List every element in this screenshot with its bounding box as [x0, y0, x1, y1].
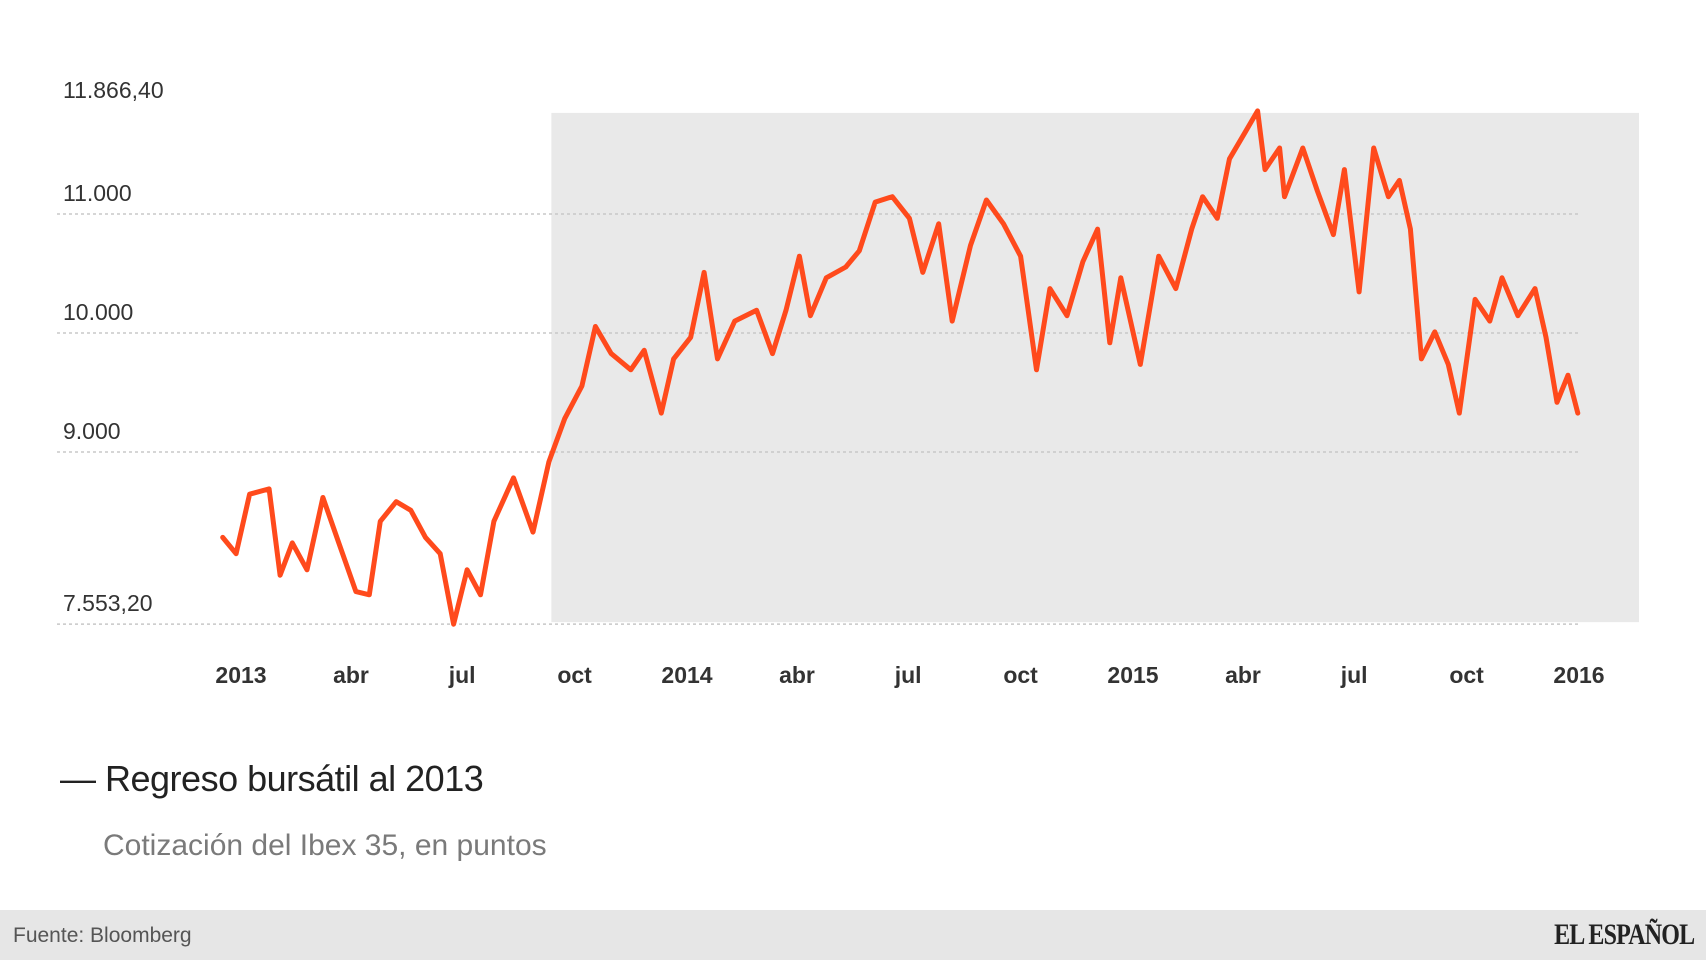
- x-tick-label: abr: [779, 662, 815, 688]
- chart-title: — Regreso bursátil al 2013: [60, 758, 484, 800]
- x-tick-label: oct: [1003, 662, 1038, 688]
- y-tick-label: 9.000: [63, 418, 121, 444]
- series-line: [220, 108, 1581, 627]
- x-tick-label: jul: [1340, 662, 1368, 688]
- y-tick-label: 7.553,20: [63, 590, 153, 616]
- x-tick-label: 2016: [1553, 662, 1604, 688]
- y-tick-label: 11.000: [63, 180, 132, 206]
- x-axis-labels: 2013 abr jul oct 2014 abr jul oct 2015 abr jul oct 2…: [215, 662, 1604, 688]
- ibex-line-chart: 11.866,40 11.000 10.000 9.000 7.553,20 2013 a…: [57, 77, 1639, 688]
- x-tick-label: 2014: [661, 662, 712, 688]
- highlight-band: [551, 112, 1639, 623]
- x-tick-label: oct: [557, 662, 592, 688]
- x-tick-label: oct: [1449, 662, 1484, 688]
- x-tick-label: jul: [894, 662, 922, 688]
- title-dash: —: [60, 758, 96, 799]
- y-axis-labels: 11.866,40 11.000 10.000 9.000 7.553,20: [63, 77, 164, 616]
- chart-subtitle: Cotización del Ibex 35, en puntos: [103, 829, 547, 862]
- x-tick-label: abr: [1225, 662, 1261, 688]
- el-espanol-logo: EL ESPAÑOL: [1553, 918, 1695, 951]
- x-tick-label: 2015: [1107, 662, 1158, 688]
- x-tick-label: 2013: [215, 662, 266, 688]
- footer: Fuente: Bloomberg EL ESPAÑOL: [0, 910, 1706, 960]
- y-tick-label: 11.866,40: [63, 77, 164, 103]
- source-note: Fuente: Bloomberg: [13, 924, 192, 947]
- y-tick-label: 10.000: [63, 299, 133, 325]
- title-text: Regreso bursátil al 2013: [105, 758, 484, 799]
- x-tick-label: abr: [333, 662, 369, 688]
- x-tick-label: jul: [448, 662, 476, 688]
